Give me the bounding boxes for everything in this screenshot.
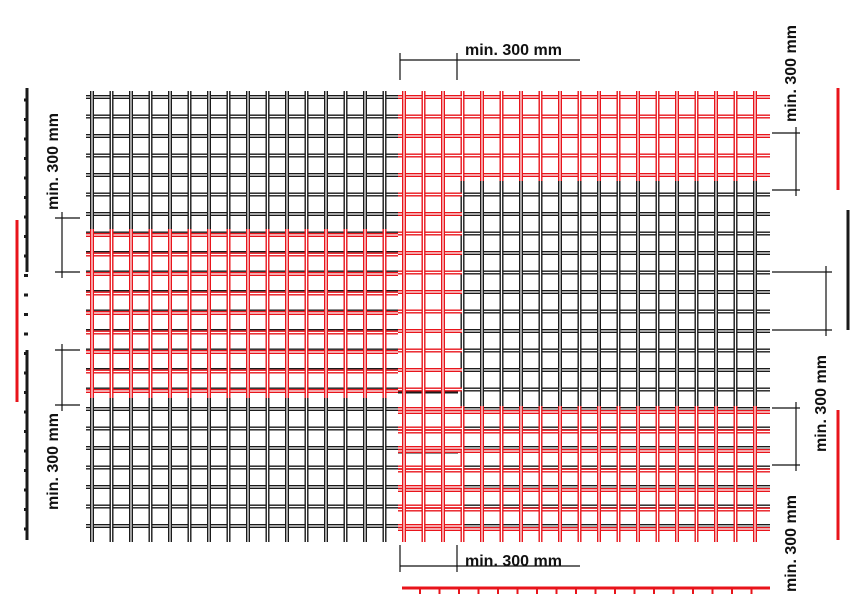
dim-label-bottom: min. 300 mm <box>465 553 562 570</box>
dim-label-right-middle: min. 300 mm <box>813 355 830 452</box>
dim-label-left-upper: min. 300 mm <box>45 113 62 210</box>
dim-label-right-top: min. 300 mm <box>783 25 800 122</box>
dim-label-right-bottom: min. 300 mm <box>783 495 800 592</box>
dim-label-left-lower: min. 300 mm <box>45 413 62 510</box>
red-reinforcement-mesh <box>15 88 840 594</box>
dim-label-top: min. 300 mm <box>465 42 562 59</box>
dimension-lines <box>55 53 832 572</box>
black-reinforcement-mesh <box>24 88 850 542</box>
